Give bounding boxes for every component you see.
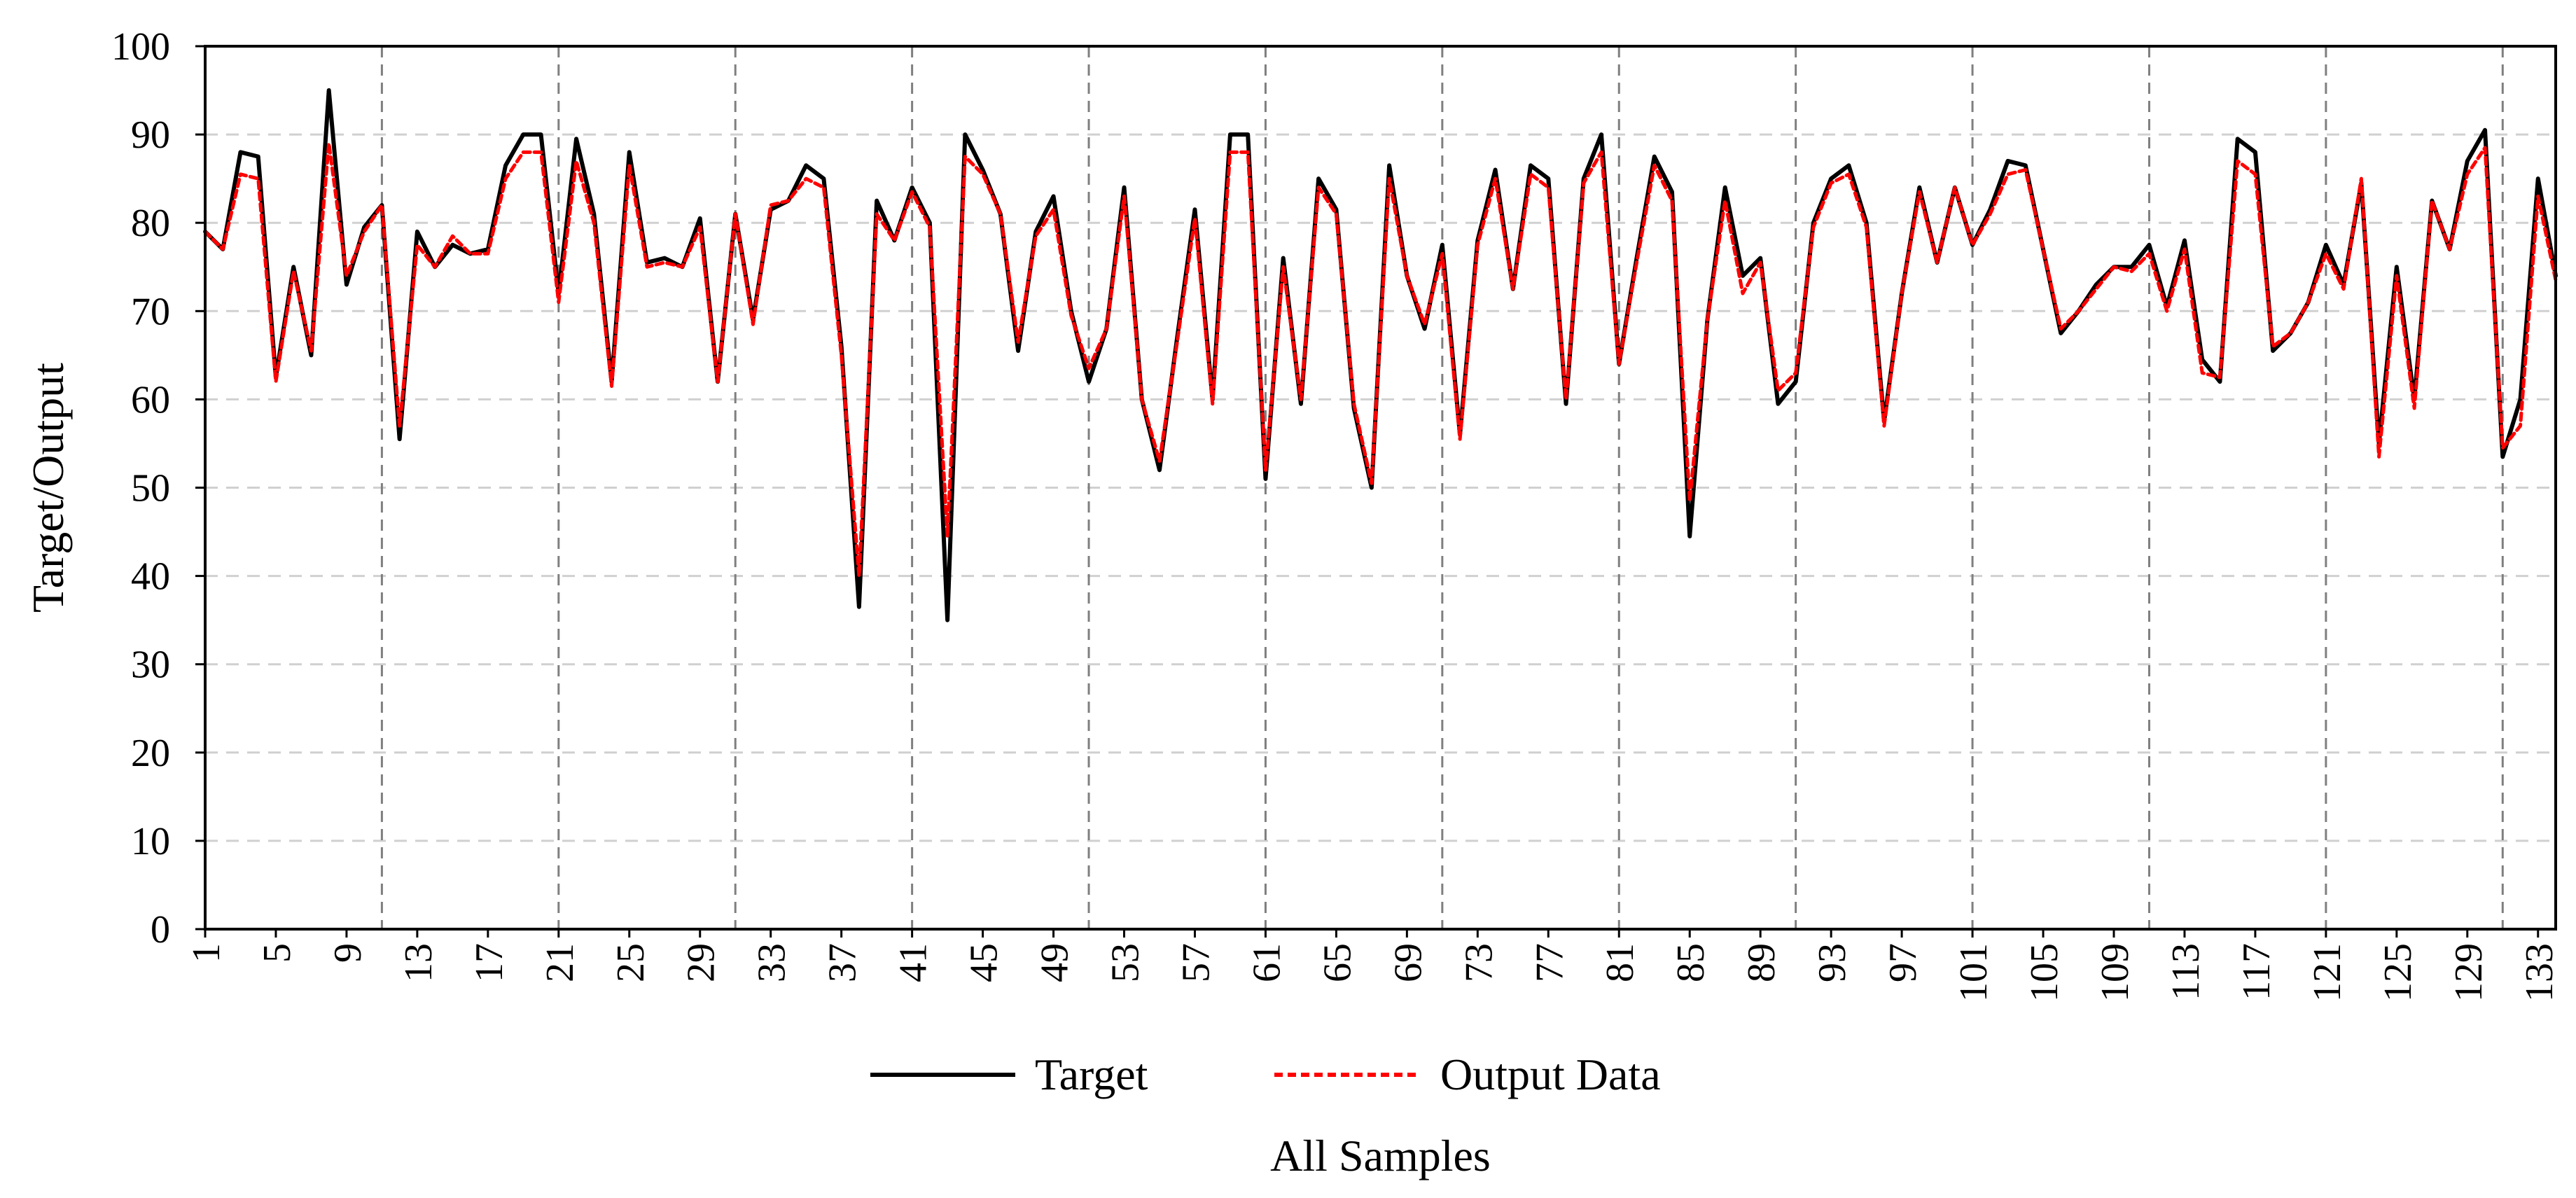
x-tick-label: 69 xyxy=(1386,943,1430,982)
x-tick-label: 25 xyxy=(609,943,653,982)
series-layer xyxy=(203,88,2558,622)
y-tick-label: 0 xyxy=(151,908,170,952)
x-tick-label: 37 xyxy=(821,943,865,982)
x-tick-label: 77 xyxy=(1528,943,1571,982)
legend: Target Output Data xyxy=(870,1050,1661,1099)
x-tick-label: 113 xyxy=(2164,943,2208,1001)
x-tick-label: 73 xyxy=(1457,943,1501,982)
y-tick-label: 50 xyxy=(131,467,170,510)
horizontal-grid xyxy=(205,133,2556,842)
x-tick-label: 53 xyxy=(1104,943,1148,982)
x-tick-label: 93 xyxy=(1811,943,1854,982)
x-axis-title: All Samples xyxy=(1270,1131,1491,1180)
x-tick-label: 13 xyxy=(397,943,440,982)
x-tick-label: 125 xyxy=(2376,943,2420,1002)
x-tick-label: 49 xyxy=(1033,943,1077,982)
x-tick-label: 61 xyxy=(1245,943,1288,982)
x-tick-label: 101 xyxy=(1952,943,1996,1002)
x-axis-ticks: 1 5 9 13 17 21 25 29 33 37 41 45 49 53 57 61 65 69 73 77 81 8… xyxy=(185,929,2561,1002)
y-axis-title: Target/Output xyxy=(23,363,73,613)
x-tick-label: 29 xyxy=(680,943,723,982)
x-tick-label: 121 xyxy=(2306,943,2349,1002)
x-tick-label: 41 xyxy=(892,943,935,982)
y-tick-label: 90 xyxy=(131,113,170,157)
y-tick-label: 80 xyxy=(131,202,170,245)
x-tick-label: 5 xyxy=(256,943,299,963)
x-tick-label: 117 xyxy=(2235,943,2278,1001)
y-tick-label: 40 xyxy=(131,555,170,599)
y-axis-ticks: 0 10 20 30 40 50 60 70 80 90 100 xyxy=(111,25,205,952)
legend-label-target: Target xyxy=(1035,1050,1148,1099)
y-tick-label: 30 xyxy=(131,643,170,687)
x-tick-label: 9 xyxy=(326,943,370,963)
y-tick-label: 20 xyxy=(131,732,170,775)
x-tick-label: 133 xyxy=(2518,943,2561,1002)
x-tick-label: 57 xyxy=(1174,943,1218,982)
x-tick-label: 105 xyxy=(2023,943,2066,1002)
x-tick-label: 45 xyxy=(963,943,1006,982)
x-tick-label: 129 xyxy=(2447,943,2491,1002)
x-tick-label: 97 xyxy=(1881,943,1925,982)
series-line-output-data xyxy=(203,141,2558,578)
legend-label-output-data: Output Data xyxy=(1440,1050,1661,1099)
x-tick-label: 17 xyxy=(468,943,511,982)
y-tick-label: 10 xyxy=(131,820,170,863)
vertical-dashed-lines xyxy=(380,46,2504,929)
x-tick-label: 65 xyxy=(1316,943,1359,982)
x-tick-label: 33 xyxy=(751,943,794,982)
x-tick-label: 85 xyxy=(1669,943,1713,982)
y-tick-label: 100 xyxy=(111,25,170,69)
x-tick-label: 109 xyxy=(2094,943,2137,1002)
x-tick-label: 89 xyxy=(1740,943,1783,982)
x-tick-label: 21 xyxy=(538,943,582,982)
y-tick-label: 70 xyxy=(131,290,170,333)
x-tick-label: 1 xyxy=(185,943,228,963)
y-tick-label: 60 xyxy=(131,378,170,422)
x-tick-label: 81 xyxy=(1599,943,1642,982)
